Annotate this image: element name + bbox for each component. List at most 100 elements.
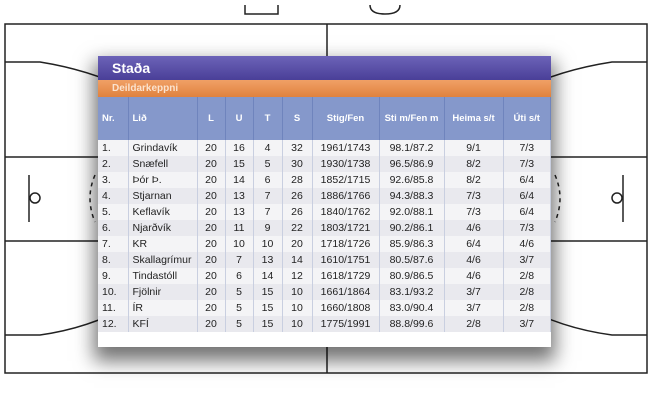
column-header-played[interactable]: L [197, 97, 226, 140]
cell-team: Snæfell [128, 156, 198, 172]
cell-points: 12 [282, 268, 313, 284]
cell-team: Njarðvík [128, 220, 198, 236]
cell-team: ÍR [128, 300, 198, 316]
cell-avg-score: 94.3/88.3 [379, 188, 445, 204]
cell-lost: 9 [253, 220, 283, 236]
cell-away: 7/3 [503, 156, 551, 172]
cell-points: 10 [282, 300, 313, 316]
cell-team: Skallagrímur [128, 252, 198, 268]
cell-avg-score: 88.8/99.6 [379, 316, 445, 332]
column-header-rank[interactable]: Nr. [98, 97, 129, 140]
cell-home: 4/6 [444, 252, 504, 268]
cell-away: 7/3 [503, 140, 551, 156]
cell-played: 20 [197, 220, 226, 236]
cell-lost: 6 [253, 172, 283, 188]
column-header-away[interactable]: Úti s/t [503, 97, 551, 140]
cell-team: Tindastóll [128, 268, 198, 284]
cell-points: 20 [282, 236, 313, 252]
cell-played: 20 [197, 236, 226, 252]
cell-score: 1886/1766 [312, 188, 380, 204]
cell-points: 30 [282, 156, 313, 172]
cell-played: 20 [197, 316, 226, 332]
cell-won: 16 [225, 140, 254, 156]
standings-panel: Staða Deildarkeppni Nr. Lið L U T S Stig/Fen St… [98, 56, 551, 347]
cell-score: 1852/1715 [312, 172, 380, 188]
cell-home: 8/2 [444, 172, 504, 188]
cell-away: 3/7 [503, 252, 551, 268]
cell-played: 20 [197, 156, 226, 172]
table-row: 10. Fjölnir 20 5 15 10 1661/1864 83.1/93.2 3/7 2/… [98, 284, 551, 300]
standings-table: Nr. Lið L U T S Stig/Fen Sti m/Fen m Heima s/t Út… [98, 97, 551, 332]
cell-score: 1618/1729 [312, 268, 380, 284]
cell-team: KR [128, 236, 198, 252]
table-row: 8. Skallagrímur 20 7 13 14 1610/1751 80.5/87.6 4… [98, 252, 551, 268]
cell-home: 6/4 [444, 236, 504, 252]
cell-rank: 5. [98, 204, 129, 220]
column-header-lost[interactable]: T [253, 97, 283, 140]
cell-rank: 3. [98, 172, 129, 188]
cell-lost: 15 [253, 284, 283, 300]
column-header-home[interactable]: Heima s/t [444, 97, 504, 140]
column-header-points[interactable]: S [282, 97, 313, 140]
table-row: 9. Tindastóll 20 6 14 12 1618/1729 80.9/86.5 4/6… [98, 268, 551, 284]
cell-score: 1775/1991 [312, 316, 380, 332]
cell-home: 4/6 [444, 268, 504, 284]
cell-away: 3/7 [503, 316, 551, 332]
cell-points: 32 [282, 140, 313, 156]
cell-played: 20 [197, 284, 226, 300]
table-header-row: Nr. Lið L U T S Stig/Fen Sti m/Fen m Heima s/t Út… [98, 97, 551, 140]
cell-home: 4/6 [444, 220, 504, 236]
cell-away: 4/6 [503, 236, 551, 252]
cell-won: 14 [225, 172, 254, 188]
cell-won: 6 [225, 268, 254, 284]
table-row: 1. Grindavík 20 16 4 32 1961/1743 98.1/87.2 9/1 7… [98, 140, 551, 156]
table-row: 3. Þór Þ. 20 14 6 28 1852/1715 92.6/85.8 8/2 6/4 [98, 172, 551, 188]
cell-team: Grindavík [128, 140, 198, 156]
cell-lost: 13 [253, 252, 283, 268]
cell-home: 8/2 [444, 156, 504, 172]
table-row: 11. ÍR 20 5 15 10 1660/1808 83.0/90.4 3/7 2/8 [98, 300, 551, 316]
cell-points: 10 [282, 284, 313, 300]
cell-home: 3/7 [444, 284, 504, 300]
cell-avg-score: 80.9/86.5 [379, 268, 445, 284]
cell-rank: 1. [98, 140, 129, 156]
cell-away: 6/4 [503, 172, 551, 188]
cell-rank: 4. [98, 188, 129, 204]
cell-avg-score: 80.5/87.6 [379, 252, 445, 268]
column-header-team[interactable]: Lið [128, 97, 198, 140]
cell-away: 7/3 [503, 220, 551, 236]
cell-rank: 8. [98, 252, 129, 268]
column-header-score[interactable]: Stig/Fen [312, 97, 380, 140]
cell-rank: 11. [98, 300, 129, 316]
cell-won: 7 [225, 252, 254, 268]
cell-rank: 12. [98, 316, 129, 332]
table-row: 12. KFÍ 20 5 15 10 1775/1991 88.8/99.6 2/8 3/7 [98, 316, 551, 332]
cell-home: 9/1 [444, 140, 504, 156]
cell-team: Stjarnan [128, 188, 198, 204]
cell-lost: 5 [253, 156, 283, 172]
cell-avg-score: 83.1/93.2 [379, 284, 445, 300]
cell-lost: 15 [253, 316, 283, 332]
cell-home: 2/8 [444, 316, 504, 332]
cell-avg-score: 90.2/86.1 [379, 220, 445, 236]
cell-score: 1718/1726 [312, 236, 380, 252]
cell-points: 22 [282, 220, 313, 236]
cell-away: 2/8 [503, 300, 551, 316]
cell-score: 1961/1743 [312, 140, 380, 156]
cell-played: 20 [197, 140, 226, 156]
cell-lost: 4 [253, 140, 283, 156]
cell-score: 1840/1762 [312, 204, 380, 220]
column-header-avg-score[interactable]: Sti m/Fen m [379, 97, 445, 140]
cell-won: 5 [225, 284, 254, 300]
cell-won: 11 [225, 220, 254, 236]
cell-played: 20 [197, 268, 226, 284]
table-row: 2. Snæfell 20 15 5 30 1930/1738 96.5/86.9 8/2 7/3 [98, 156, 551, 172]
cell-lost: 14 [253, 268, 283, 284]
cell-won: 13 [225, 204, 254, 220]
cell-score: 1660/1808 [312, 300, 380, 316]
cell-away: 6/4 [503, 204, 551, 220]
cell-rank: 10. [98, 284, 129, 300]
cell-points: 10 [282, 316, 313, 332]
panel-title: Staða [98, 56, 551, 80]
column-header-won[interactable]: U [225, 97, 254, 140]
